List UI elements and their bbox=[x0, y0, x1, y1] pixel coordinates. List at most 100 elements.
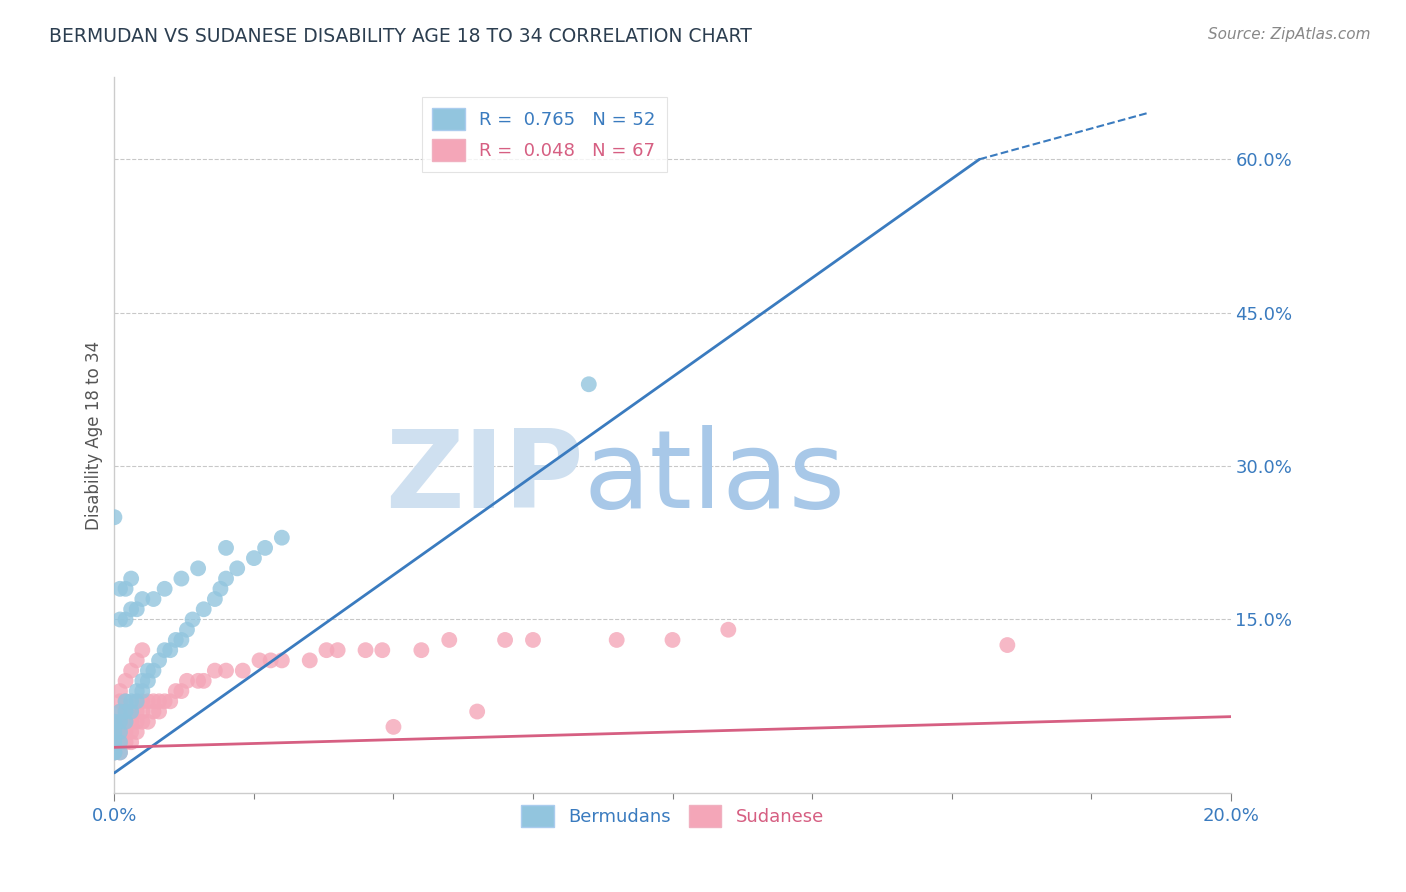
Point bbox=[170, 572, 193, 586]
Point bbox=[114, 582, 136, 596]
Point bbox=[114, 714, 136, 729]
Point bbox=[995, 638, 1018, 652]
Point bbox=[260, 653, 283, 667]
Point bbox=[243, 551, 266, 566]
Point bbox=[148, 705, 170, 719]
Point bbox=[114, 612, 136, 626]
Point bbox=[120, 602, 142, 616]
Point bbox=[114, 673, 136, 688]
Point bbox=[131, 684, 153, 698]
Point bbox=[354, 643, 377, 657]
Point bbox=[326, 643, 349, 657]
Point bbox=[120, 725, 142, 739]
Point bbox=[606, 632, 628, 647]
Point bbox=[209, 582, 232, 596]
Point bbox=[108, 612, 131, 626]
Point bbox=[108, 735, 131, 749]
Point bbox=[114, 714, 136, 729]
Point bbox=[120, 572, 142, 586]
Y-axis label: Disability Age 18 to 34: Disability Age 18 to 34 bbox=[86, 341, 103, 530]
Point bbox=[108, 705, 131, 719]
Point bbox=[120, 664, 142, 678]
Text: Source: ZipAtlas.com: Source: ZipAtlas.com bbox=[1208, 27, 1371, 42]
Point bbox=[204, 664, 226, 678]
Point bbox=[114, 735, 136, 749]
Point bbox=[131, 643, 153, 657]
Point bbox=[108, 725, 131, 739]
Legend: Bermudans, Sudanese: Bermudans, Sudanese bbox=[513, 798, 831, 834]
Point bbox=[103, 746, 125, 760]
Point bbox=[159, 694, 181, 708]
Point bbox=[382, 720, 405, 734]
Point bbox=[131, 714, 153, 729]
Point bbox=[120, 694, 142, 708]
Point bbox=[254, 541, 277, 555]
Point bbox=[270, 653, 292, 667]
Point bbox=[176, 623, 198, 637]
Point bbox=[103, 735, 125, 749]
Point bbox=[136, 694, 159, 708]
Point bbox=[159, 643, 181, 657]
Text: atlas: atlas bbox=[583, 425, 845, 532]
Point bbox=[148, 653, 170, 667]
Point bbox=[204, 592, 226, 607]
Point bbox=[125, 725, 148, 739]
Point bbox=[181, 612, 204, 626]
Point bbox=[120, 735, 142, 749]
Point bbox=[522, 632, 544, 647]
Point bbox=[125, 705, 148, 719]
Point bbox=[125, 653, 148, 667]
Point bbox=[215, 541, 238, 555]
Point bbox=[108, 714, 131, 729]
Point bbox=[114, 705, 136, 719]
Point bbox=[120, 705, 142, 719]
Point bbox=[193, 673, 215, 688]
Point bbox=[153, 582, 176, 596]
Point bbox=[103, 714, 125, 729]
Point bbox=[465, 705, 488, 719]
Point bbox=[108, 746, 131, 760]
Point bbox=[661, 632, 683, 647]
Point bbox=[103, 725, 125, 739]
Point bbox=[153, 694, 176, 708]
Point bbox=[103, 746, 125, 760]
Point bbox=[439, 632, 461, 647]
Point bbox=[114, 694, 136, 708]
Point bbox=[108, 725, 131, 739]
Point bbox=[131, 694, 153, 708]
Point bbox=[120, 714, 142, 729]
Point bbox=[108, 694, 131, 708]
Point bbox=[215, 664, 238, 678]
Point bbox=[232, 664, 254, 678]
Point bbox=[103, 725, 125, 739]
Point bbox=[125, 714, 148, 729]
Point bbox=[187, 561, 209, 575]
Point bbox=[108, 684, 131, 698]
Point bbox=[371, 643, 394, 657]
Point bbox=[125, 694, 148, 708]
Point bbox=[578, 377, 600, 392]
Point bbox=[193, 602, 215, 616]
Point bbox=[114, 725, 136, 739]
Point bbox=[108, 735, 131, 749]
Point bbox=[148, 694, 170, 708]
Point bbox=[136, 673, 159, 688]
Point bbox=[108, 582, 131, 596]
Point bbox=[176, 673, 198, 688]
Point bbox=[103, 735, 125, 749]
Point bbox=[131, 592, 153, 607]
Point bbox=[153, 643, 176, 657]
Point bbox=[187, 673, 209, 688]
Point bbox=[103, 714, 125, 729]
Point bbox=[165, 632, 187, 647]
Point bbox=[270, 531, 292, 545]
Text: BERMUDAN VS SUDANESE DISABILITY AGE 18 TO 34 CORRELATION CHART: BERMUDAN VS SUDANESE DISABILITY AGE 18 T… bbox=[49, 27, 752, 45]
Point bbox=[215, 572, 238, 586]
Point bbox=[103, 735, 125, 749]
Point bbox=[103, 746, 125, 760]
Point bbox=[142, 694, 165, 708]
Point bbox=[103, 510, 125, 524]
Point bbox=[142, 592, 165, 607]
Point bbox=[125, 684, 148, 698]
Point bbox=[103, 725, 125, 739]
